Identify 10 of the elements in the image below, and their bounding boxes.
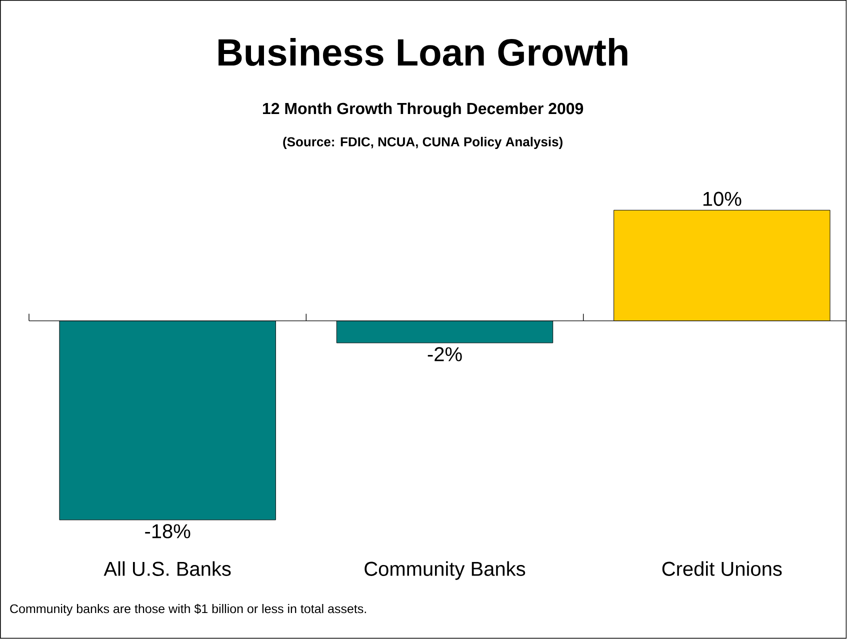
x-tick-label: Credit Unions: [662, 561, 782, 576]
text: Community banks are those with $1 billion or less in total assets.: [10, 604, 366, 616]
data-label: -2%: [428, 347, 462, 362]
data-label: -18%: [145, 524, 190, 538]
x-tick-label: Community Banks: [364, 561, 526, 580]
x-tick-label: All U.S. Banks: [104, 561, 231, 576]
chart-title: Business Loan Growth: [218, 38, 628, 66]
text: (Source: FDIC, NCUA, CUNA Policy Analysis): [283, 137, 562, 150]
chart-subtitle: 12 Month Growth Through December 2009: [262, 102, 584, 118]
data-label: 10%: [703, 192, 742, 206]
